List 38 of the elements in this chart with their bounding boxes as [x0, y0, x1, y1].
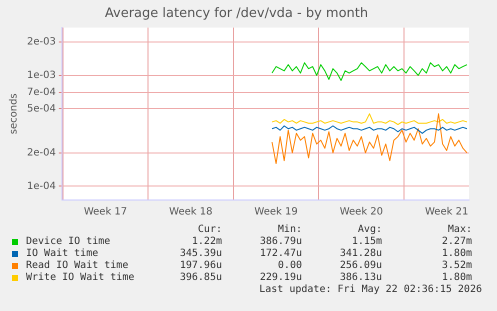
text: Cur: [196, 224, 222, 236]
text: 229.19u [258, 272, 302, 284]
legend-label: Device IO time [25, 236, 112, 248]
legend-label: Write IO Wait time [25, 272, 136, 284]
text: 341.28u [338, 248, 382, 260]
y-tick-label: 1e-03 [26, 70, 56, 81]
y-tick-label: 7e-04 [26, 87, 56, 98]
text: Last update: Fri May 22 02:36:15 2026 [258, 284, 482, 296]
text: Avg: [356, 224, 382, 236]
chart-title: Average latency for /dev/vda - by month [104, 6, 368, 22]
text: 256.09u [338, 260, 382, 272]
text: 1.80m [440, 272, 472, 284]
x-tick-label: Week 17 [84, 206, 128, 218]
text: 345.39u [178, 248, 222, 260]
x-tick-label: Week 21 [425, 206, 468, 218]
y-tick-label: 1e-04 [26, 180, 56, 192]
y-tick-label: 2e-04 [26, 147, 56, 158]
text: Min: [276, 224, 302, 236]
x-tick-label: Week 20 [340, 206, 384, 218]
text: 396.85u [178, 272, 222, 284]
y-tick-label: 5e-04 [26, 103, 56, 114]
text: 172.47u [258, 248, 302, 260]
text: 3.52m [440, 260, 472, 272]
text: 1.80m [440, 248, 472, 260]
x-tick-label: Week 19 [254, 206, 298, 218]
text: 386.13u [338, 272, 382, 284]
x-tick-label: Week 18 [169, 206, 212, 218]
y-tick-label: 2e-03 [26, 36, 56, 48]
text: 1.22m [190, 236, 222, 248]
text: 1.15m [350, 236, 382, 248]
text: 386.79u [258, 236, 302, 248]
legend-label: IO Wait time [25, 248, 100, 260]
text: 0.00 [276, 260, 302, 272]
legend-label: Read IO Wait time [25, 260, 130, 272]
y-axis-title: seconds [8, 93, 20, 134]
text: Max: [446, 224, 472, 236]
text: 197.96u [178, 260, 222, 272]
text: 2.27m [440, 236, 472, 248]
